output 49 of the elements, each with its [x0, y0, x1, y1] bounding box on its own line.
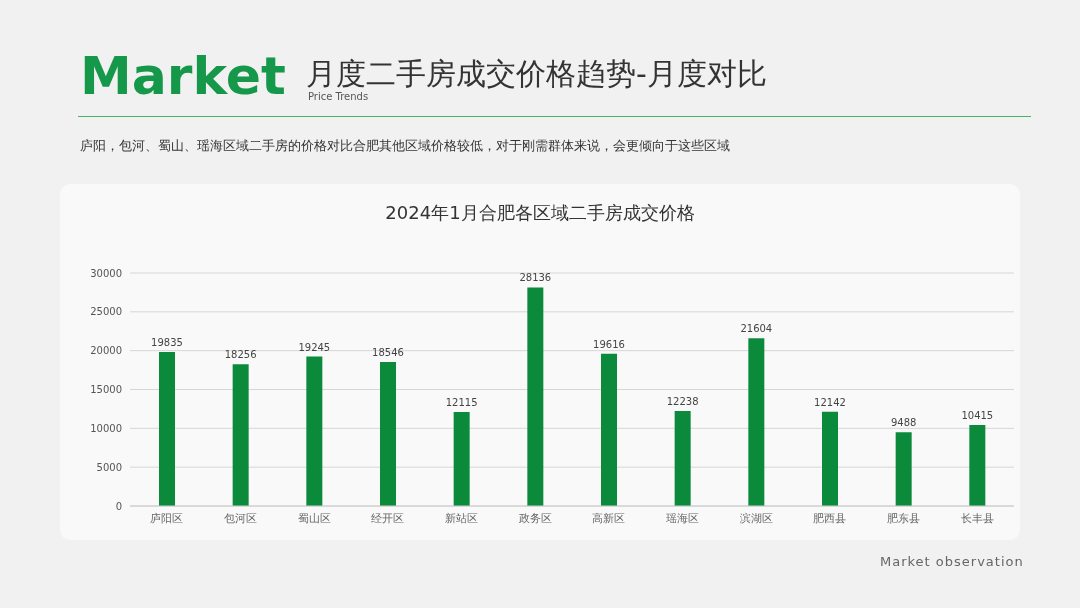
bar	[380, 361, 396, 506]
x-tick-label: 包河区	[224, 511, 257, 525]
bar	[453, 411, 470, 506]
bar	[232, 364, 249, 506]
y-tick-label: 10000	[90, 422, 122, 434]
data-label: 9488	[890, 417, 917, 429]
x-tick-label: 庐阳区	[150, 511, 184, 525]
text: 庐阳，包河、蜀山、瑶海区域二手房的价格对比合肥其他区域价格较低，对于刚需群体来说，会更倾向于这些区域	[80, 137, 730, 155]
data-label: 19835	[151, 336, 183, 348]
bar	[601, 353, 617, 506]
data-label: 10415	[961, 410, 994, 422]
x-tick-label: 政务区	[518, 511, 552, 525]
y-tick-label: 15000	[90, 384, 122, 396]
bar	[822, 411, 838, 506]
x-tick-label: 新站区	[445, 511, 478, 525]
data-label: 28136	[519, 272, 552, 284]
bar	[674, 410, 691, 506]
y-tick-label: 20000	[90, 345, 122, 357]
y-tick-label: 30000	[90, 267, 122, 279]
y-tick-label: 25000	[90, 306, 122, 318]
x-tick-label: 高新区	[592, 511, 626, 525]
data-label: 21604	[740, 323, 773, 335]
data-label: 12238	[666, 395, 699, 407]
x-tick-label: 蜀山区	[297, 511, 331, 525]
bar	[306, 356, 323, 506]
text: 月度二手房成交价格趋势-月度对比	[306, 55, 767, 92]
data-label: 19616	[593, 338, 625, 350]
bar	[159, 351, 175, 506]
x-tick-label: 长丰县	[960, 511, 994, 525]
text: Price Trends	[308, 91, 369, 102]
y-tick-label: 5000	[96, 461, 122, 473]
bar	[527, 287, 544, 506]
data-label: 12115	[445, 396, 478, 408]
data-label: 18256	[224, 349, 257, 361]
x-tick-label: 肥西县	[813, 511, 847, 525]
bar	[748, 338, 765, 506]
x-tick-label: 肥东县	[887, 511, 920, 525]
data-label: 19245	[298, 341, 331, 353]
text: Market	[80, 46, 286, 106]
bar	[895, 432, 912, 506]
text: Market observation	[880, 554, 1024, 569]
y-tick-label: 0	[115, 500, 122, 512]
x-tick-label: 瑶海区	[666, 511, 699, 525]
chart-title: 2024年1月合肥各区域二手房成交价格	[384, 201, 696, 225]
x-tick-label: 滨湖区	[739, 511, 773, 525]
bar	[969, 425, 986, 506]
x-tick-label: 经开区	[371, 511, 405, 525]
data-label: 18546	[372, 346, 404, 358]
data-label: 12142	[814, 396, 846, 408]
